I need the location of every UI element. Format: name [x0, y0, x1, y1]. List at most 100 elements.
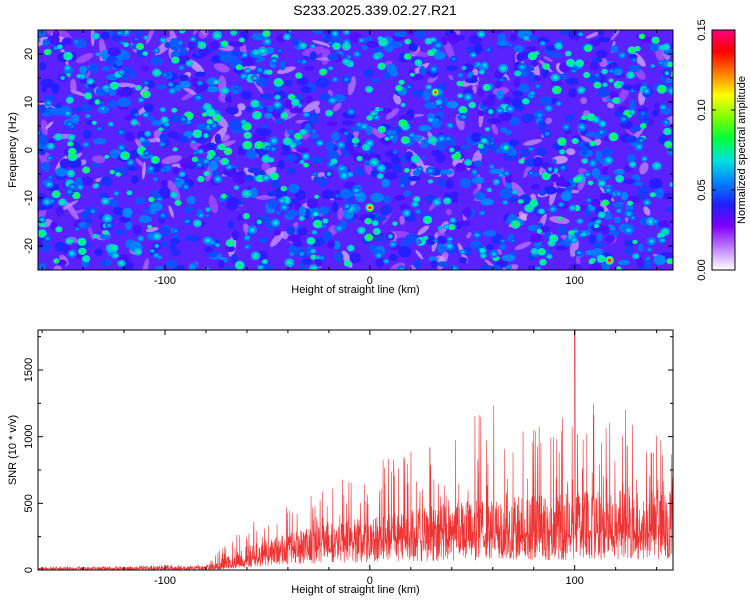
spectrogram-cell — [331, 131, 340, 142]
spectrogram-cell — [283, 80, 293, 87]
spectrogram-cell — [424, 237, 427, 239]
spectrogram-cell — [164, 259, 179, 269]
spectrogram-cell — [119, 261, 124, 265]
spectrogram-cell — [279, 60, 287, 71]
spectrogram-cell — [553, 75, 558, 80]
spectrogram-cell — [480, 198, 494, 206]
spectrogram-cell — [342, 120, 355, 126]
spectrogram-cell — [145, 36, 147, 39]
spectrogram-cell — [244, 214, 248, 218]
spectrogram-cell — [568, 263, 582, 270]
spectrogram-cell — [117, 173, 120, 176]
spectrogram-cell — [78, 222, 86, 228]
spectrogram-cell — [252, 101, 257, 106]
spectrogram-cell — [578, 220, 582, 223]
spectrogram-cell — [332, 202, 339, 213]
spectrogram-cell — [599, 181, 604, 186]
spectrogram-cell — [597, 174, 611, 181]
spectrogram-cell — [526, 206, 532, 211]
spectrogram-cell — [613, 216, 621, 224]
spectrogram-cell — [227, 165, 231, 169]
spectrogram-cell — [504, 201, 507, 204]
spectrogram-cell — [195, 131, 200, 136]
spectrogram-cell — [128, 160, 133, 165]
spectrogram-cell — [285, 35, 289, 39]
spectrogram-cell — [366, 235, 371, 240]
spectrogram-cell — [273, 229, 281, 236]
spectrogram-cell — [253, 254, 258, 258]
spectrogram-cell — [78, 75, 80, 77]
spectrogram-cell — [610, 70, 613, 73]
spectrogram-cell — [56, 259, 67, 266]
spectrogram-cell — [452, 57, 456, 61]
spectrogram-cell — [180, 173, 184, 176]
spectrogram-cell — [533, 156, 544, 167]
spectrogram-cell — [446, 101, 459, 109]
spectrogram-cell — [188, 263, 196, 270]
spectrogram-cell — [311, 266, 316, 270]
spectrogram-cell — [473, 43, 483, 54]
spectrogram-cell — [379, 37, 382, 40]
spectrogram-cell — [570, 206, 575, 210]
spectrogram-cell — [624, 245, 633, 256]
spectrogram-cell — [446, 65, 458, 72]
spectrogram-cell — [88, 63, 99, 74]
spectrogram-cell — [68, 98, 72, 102]
spectrogram-cell — [426, 39, 431, 43]
spectrogram-cell — [460, 108, 465, 112]
spectrogram-cell — [336, 195, 339, 197]
spectrogram-cell — [626, 228, 631, 233]
spectrogram-cell — [38, 38, 41, 43]
spectrogram-cell — [659, 234, 663, 238]
spectrogram-cell — [109, 123, 113, 126]
spectrogram-cell — [290, 148, 301, 154]
spectrogram-cell — [400, 81, 403, 84]
spectrogram-cell — [554, 88, 560, 92]
spectrogram-cell — [408, 175, 422, 182]
spectrogram-cell — [246, 69, 250, 73]
spectrogram-cell — [489, 168, 503, 175]
spectrogram-cell — [590, 198, 601, 207]
spectrogram-cell — [499, 243, 507, 251]
spectrogram-peak — [327, 172, 331, 176]
spectrogram-cell — [425, 218, 430, 222]
spectrogram-cell — [145, 30, 155, 45]
spectrogram-cell — [182, 87, 198, 96]
spectrogram-cell — [38, 30, 47, 37]
spectrogram-cell — [258, 236, 268, 244]
colorbar-gradient — [712, 30, 735, 270]
spectrogram-cell — [393, 31, 407, 37]
spectrogram-cell — [303, 154, 308, 159]
spectrogram-cell — [513, 77, 521, 88]
spectrogram-cell — [354, 144, 357, 147]
spectrogram-cell — [551, 173, 559, 183]
spectrogram-cell — [418, 167, 422, 171]
spectrogram-cell — [301, 161, 303, 163]
spectrogram-cell — [198, 47, 210, 57]
spectrogram-cell — [240, 39, 243, 41]
spectrogram-cell — [84, 257, 88, 261]
spectrogram-cell — [44, 200, 49, 204]
spectrogram-y-axis: -20 -10 0 10 20 — [23, 29, 673, 271]
spectrogram-cell — [400, 240, 410, 249]
spectrogram-cell — [617, 209, 621, 212]
spectrogram-cell — [302, 258, 312, 265]
spectrogram-cell — [555, 245, 568, 251]
spectrogram-cell — [227, 220, 235, 229]
spectrogram-cell — [315, 222, 320, 226]
spectrogram-cell — [597, 87, 610, 98]
spectrogram-cell — [604, 83, 606, 86]
spectrogram-cell — [496, 90, 504, 100]
spectrogram-cell — [242, 74, 246, 78]
spectrogram-cell — [76, 228, 79, 231]
spectrogram-cell — [296, 147, 310, 153]
spectrogram-cell — [479, 145, 483, 148]
spectrogram-cell — [466, 232, 472, 239]
spectrogram-cell — [188, 40, 195, 51]
spectrogram-cell — [392, 163, 403, 173]
spectrogram-cell — [205, 172, 208, 175]
spectrogram-cell — [551, 80, 563, 87]
spectrogram-cell — [284, 154, 298, 162]
spectrogram-cell — [418, 125, 432, 132]
